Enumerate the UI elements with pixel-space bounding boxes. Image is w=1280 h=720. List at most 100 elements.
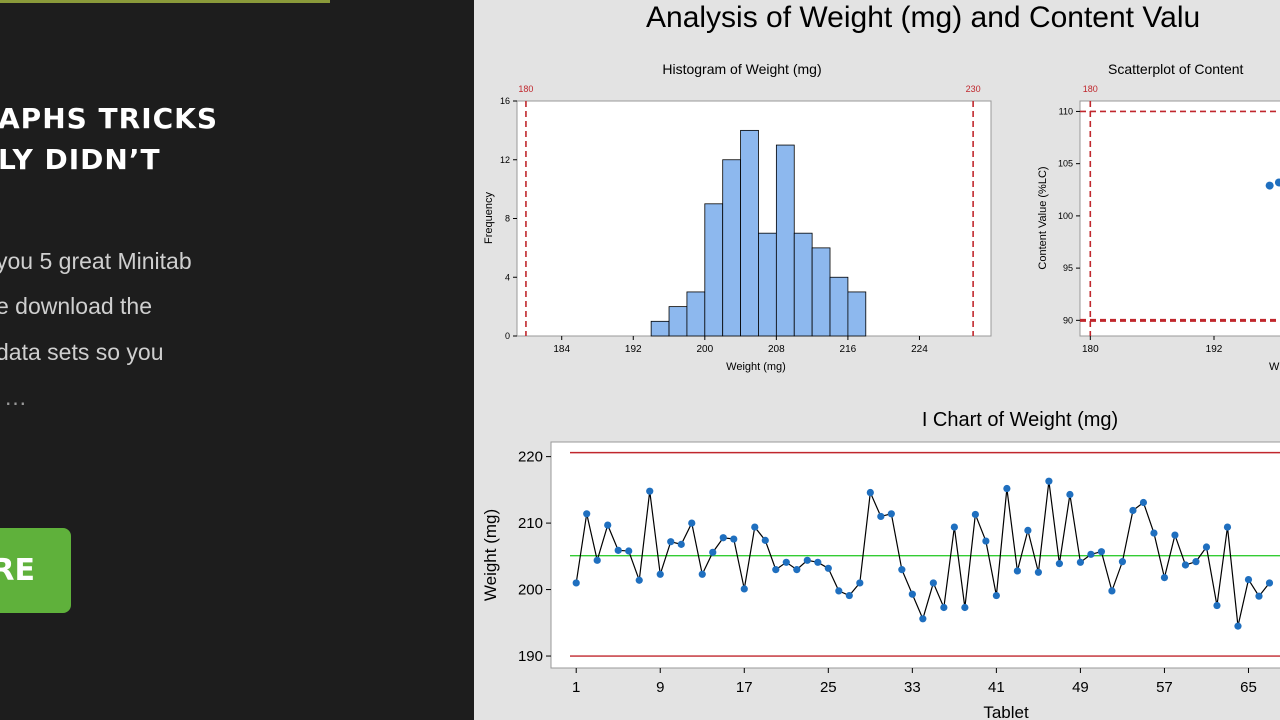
dashboard-title: Analysis of Weight (mg) and Content Valu <box>646 1 1200 34</box>
i-chart-point <box>614 546 622 554</box>
i-chart-point <box>887 510 895 518</box>
i-chart-point <box>782 558 790 566</box>
i-chart-point <box>1045 477 1053 485</box>
histogram-x-tick-label: 200 <box>696 344 713 355</box>
i-chart-x-tick-label: 41 <box>988 679 1005 696</box>
i-chart-point <box>940 603 948 612</box>
i-chart-point <box>1087 550 1095 558</box>
i-chart-x-tick-label: 17 <box>736 679 753 696</box>
i-chart-point <box>730 535 738 543</box>
histogram-x-tick-label: 224 <box>911 344 928 355</box>
i-chart-y-label: Weight (mg) <box>481 509 500 601</box>
i-chart-point <box>793 566 801 574</box>
i-chart-point <box>908 590 916 598</box>
i-chart-point <box>1003 484 1011 493</box>
i-chart-point <box>635 576 643 584</box>
scatterplot-reference-label: 180 <box>1083 84 1098 94</box>
i-chart-point <box>866 488 874 497</box>
histogram-title: Histogram of Weight (mg) <box>662 61 821 77</box>
i-chart-point <box>1234 622 1242 630</box>
i-chart-point <box>719 534 727 542</box>
scatterplot-x-tick-label: 192 <box>1206 344 1223 355</box>
charts-svg: Analysis of Weight (mg) and Content Valu… <box>481 1 1280 720</box>
i-chart-x-tick-label: 1 <box>572 679 580 696</box>
i-chart-title: I Chart of Weight (mg) <box>922 409 1118 431</box>
i-chart-y-tick-label: 200 <box>518 582 543 599</box>
i-chart-point <box>898 566 906 574</box>
i-chart-point <box>646 487 654 495</box>
histogram-bar <box>847 291 867 337</box>
i-chart-x-tick-label: 9 <box>656 679 664 696</box>
i-chart-point <box>761 536 769 544</box>
histogram-x-tick-label: 184 <box>553 344 570 355</box>
i-chart-y-tick-label: 210 <box>518 515 543 532</box>
scatterplot-y-label: Content Value (%LC) <box>1037 166 1049 269</box>
i-chart-point <box>961 603 969 612</box>
i-chart-y-tick-label: 220 <box>518 449 543 466</box>
i-chart-point <box>656 570 664 578</box>
scatterplot-point <box>1265 181 1274 190</box>
i-chart-point <box>1139 498 1148 507</box>
i-chart-x-tick-label: 25 <box>820 679 837 696</box>
scatterplot-plot-area <box>1079 100 1280 337</box>
i-chart-point <box>740 585 748 593</box>
i-chart-point <box>1202 543 1211 551</box>
i-chart-point <box>1192 558 1200 566</box>
i-chart-point <box>877 512 885 521</box>
scatterplot-y-tick-label: 90 <box>1063 315 1073 325</box>
histogram-x-label: Weight (mg) <box>726 361 786 373</box>
i-chart-point <box>1097 548 1106 556</box>
histogram-y-tick-label: 0 <box>505 331 510 341</box>
i-chart-point <box>919 615 927 623</box>
i-chart-x-tick-label: 49 <box>1072 679 1089 696</box>
scatterplot-x-label: W <box>1269 361 1280 373</box>
i-chart-point <box>709 548 717 556</box>
i-chart-point <box>1265 579 1274 587</box>
i-chart-point <box>1223 523 1232 531</box>
scatterplot-y-tick-label: 95 <box>1063 263 1073 273</box>
scatterplot-y-tick-label: 110 <box>1059 106 1073 116</box>
i-chart-point <box>971 510 979 519</box>
i-chart-point <box>835 587 843 595</box>
i-chart-point <box>1129 506 1137 515</box>
i-chart-point <box>1150 529 1158 537</box>
i-chart-point <box>1244 575 1253 584</box>
histogram-bar <box>811 247 831 337</box>
i-chart-point <box>583 510 591 518</box>
i-chart-point <box>929 579 937 587</box>
histogram-x-tick-label: 216 <box>840 344 857 355</box>
i-chart-point <box>1066 490 1074 499</box>
histogram-chart: Histogram of Weight (mg) 180 230 184 192 20… <box>483 61 992 373</box>
histogram-bar <box>722 159 741 337</box>
histogram-x-tick-label: 208 <box>768 344 785 355</box>
i-chart-point <box>814 558 822 566</box>
i-chart-point <box>1118 558 1127 566</box>
scatterplot-chart: Scatterplot of Content 180 180 192 90 95 10… <box>1037 61 1280 373</box>
promo-title-line-1: APHS TRICKS <box>0 102 219 135</box>
read-more-button[interactable]: RE <box>0 528 71 613</box>
i-chart-point <box>625 547 633 555</box>
promo-text-line-2: e download the <box>0 293 153 319</box>
promo-title-line-2: LY DIDN’T <box>0 143 161 176</box>
histogram-reference-label: 230 <box>966 84 981 94</box>
histogram-bar <box>758 232 777 337</box>
scatterplot-y-tick-label: 105 <box>1058 159 1073 169</box>
i-chart-point <box>856 579 864 587</box>
histogram-bar <box>829 276 849 337</box>
i-chart-point <box>950 523 958 531</box>
histogram-bar <box>740 129 759 337</box>
histogram-y-tick-label: 8 <box>505 214 510 224</box>
i-chart-x-label: Tablet <box>983 703 1029 720</box>
i-chart-point <box>1181 561 1190 569</box>
scatterplot-x-tick-label: 180 <box>1082 344 1099 355</box>
histogram-bar <box>650 320 670 337</box>
histogram-y-tick-label: 12 <box>500 155 510 165</box>
histogram-bar <box>668 306 688 337</box>
i-chart: I Chart of Weight (mg) 1 9 17 25 33 41 49 57 65 … <box>481 409 1280 720</box>
i-chart-point <box>772 566 780 574</box>
histogram-x-tick-label: 192 <box>625 344 642 355</box>
histogram-y-tick-label: 4 <box>505 272 510 282</box>
i-chart-point <box>1055 560 1064 568</box>
i-chart-point <box>1255 592 1263 600</box>
i-chart-point <box>604 521 612 529</box>
